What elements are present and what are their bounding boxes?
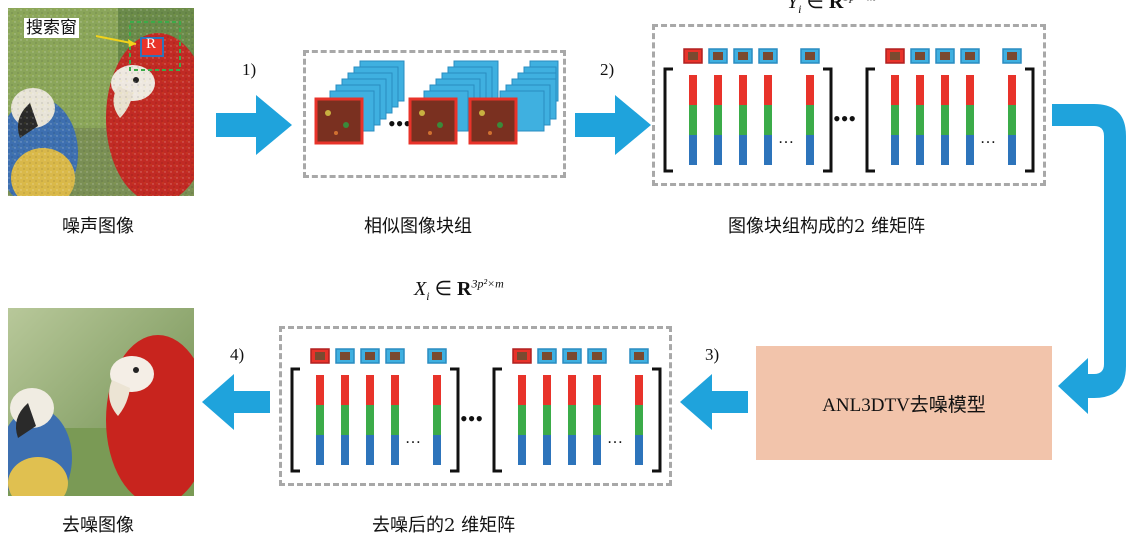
matrix-column bbox=[910, 48, 930, 165]
matrix-column bbox=[360, 348, 380, 465]
matrix-column bbox=[1002, 48, 1022, 165]
left-arrow-icon bbox=[202, 374, 270, 430]
matrix-column bbox=[537, 348, 557, 465]
patch-stack bbox=[468, 60, 559, 145]
matrix-right-bracket bbox=[450, 367, 460, 473]
denoising-model-box: ANL3DTV去噪模型 bbox=[756, 346, 1052, 460]
curved-arrow-icon bbox=[1052, 104, 1126, 414]
noisy-image: 搜索窗 R bbox=[8, 8, 194, 196]
matrix-column bbox=[683, 48, 703, 165]
matrix-column bbox=[629, 348, 649, 465]
similar-patch-group: ••• bbox=[303, 50, 566, 178]
matrix-y-formula: Yi ∈ R3p²×m bbox=[787, 0, 876, 16]
column-ellipsis: … bbox=[405, 430, 421, 447]
step-2-label: 2) bbox=[600, 60, 615, 79]
step-4-label: 4) bbox=[230, 345, 245, 364]
matrix-x-box: … ••• … bbox=[279, 326, 672, 486]
matrix-x-caption: 去噪后的2 维矩阵 bbox=[372, 515, 516, 536]
left-arrow-icon bbox=[680, 374, 748, 430]
matrix-right-bracket bbox=[1025, 67, 1035, 173]
noisy-image-caption: 噪声图像 bbox=[62, 216, 134, 237]
matrix-column bbox=[885, 48, 905, 165]
matrix-left-bracket bbox=[663, 67, 673, 173]
matrix-column bbox=[800, 48, 820, 165]
column-ellipsis: … bbox=[778, 130, 794, 147]
matrix-left-bracket bbox=[290, 367, 300, 473]
step-1-label: 1) bbox=[242, 60, 257, 79]
group-ellipsis: ••• bbox=[833, 106, 856, 131]
matrix-column bbox=[385, 348, 405, 465]
matrix-column bbox=[512, 348, 532, 465]
matrix-x-formula: Xi ∈ R3p²×m bbox=[414, 276, 504, 303]
matrix-column bbox=[587, 348, 607, 465]
matrix-y-caption: 图像块组构成的2 维矩阵 bbox=[728, 216, 926, 237]
patch-stack bbox=[314, 60, 405, 145]
svg-text:•••: ••• bbox=[388, 111, 411, 136]
matrix-column bbox=[310, 348, 330, 465]
denoised-image-caption: 去噪图像 bbox=[62, 515, 134, 536]
search-window-label: 搜索窗 bbox=[24, 18, 79, 38]
matrix-column bbox=[960, 48, 980, 165]
matrix-column bbox=[708, 48, 728, 165]
matrix-y-box: … ••• … bbox=[652, 24, 1046, 186]
denoised-image bbox=[8, 308, 194, 496]
matrix-column bbox=[562, 348, 582, 465]
matrix-right-bracket bbox=[823, 67, 833, 173]
matrix-right-bracket bbox=[652, 367, 662, 473]
matrix-column bbox=[733, 48, 753, 165]
column-ellipsis: … bbox=[607, 430, 623, 447]
right-arrow-icon bbox=[216, 95, 292, 155]
group-ellipsis: ••• bbox=[460, 406, 483, 431]
step-3-label: 3) bbox=[705, 345, 720, 364]
matrix-column bbox=[427, 348, 447, 465]
reference-patch-label: R bbox=[146, 36, 157, 52]
matrix-column bbox=[758, 48, 778, 165]
matrix-left-bracket bbox=[865, 67, 875, 173]
column-ellipsis: … bbox=[980, 130, 996, 147]
model-name: ANL3DTV去噪模型 bbox=[822, 394, 986, 416]
matrix-column bbox=[335, 348, 355, 465]
similar-patches-caption: 相似图像块组 bbox=[364, 216, 472, 237]
matrix-column bbox=[935, 48, 955, 165]
matrix-left-bracket bbox=[492, 367, 502, 473]
right-arrow-icon bbox=[575, 95, 651, 155]
